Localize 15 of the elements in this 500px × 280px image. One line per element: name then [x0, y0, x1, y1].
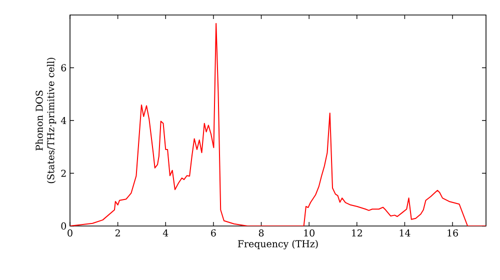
x-tick-label: 16 [448, 229, 458, 237]
x-tick-label: 14 [400, 229, 410, 236]
x-tick-label: 10 [304, 229, 314, 237]
y-axis-title: Phonon DOS (States/THz·primitive cell) [36, 58, 56, 184]
y-tick-label: 2 [61, 170, 66, 177]
y-tick-label: 6 [61, 64, 66, 72]
y-tick-label: 0 [61, 222, 66, 230]
x-tick-label: 12 [352, 229, 362, 236]
y-tick-label: 4 [60, 116, 66, 124]
x-tick-label: 8 [258, 229, 264, 237]
x-tick-label: 0 [68, 229, 72, 237]
x-tick-label: 6 [211, 229, 216, 237]
x-tick-label: 2 [115, 229, 120, 236]
x-axis-title: Frequency (THz) [238, 240, 318, 250]
x-tick-label: 4 [162, 229, 168, 236]
